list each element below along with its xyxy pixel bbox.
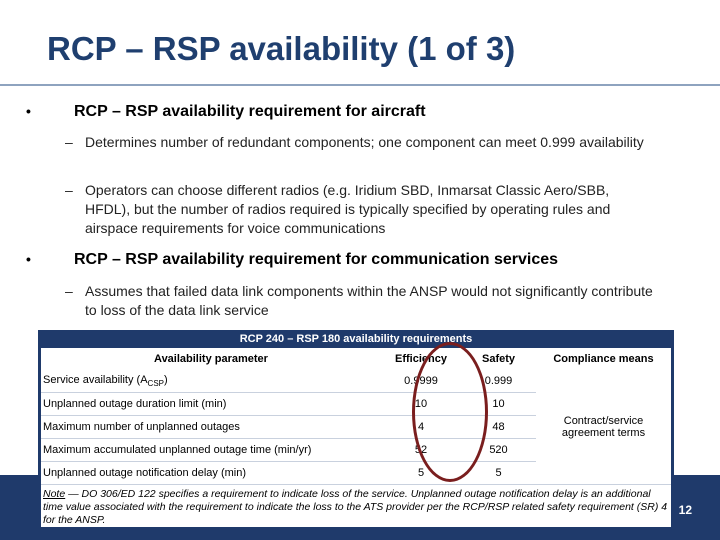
- parameter-cell: Unplanned outage duration limit (min): [41, 392, 381, 416]
- note-text: — DO 306/ED 122 specifies a requirement …: [43, 488, 668, 526]
- header-safety: Safety: [481, 353, 516, 365]
- sub-bullet: – Determines number of redundant compone…: [65, 133, 655, 152]
- title-divider: [0, 84, 720, 86]
- sub-bullet-text: Determines number of redundant component…: [85, 134, 644, 150]
- slide-title: RCP – RSP availability (1 of 3): [47, 30, 516, 67]
- bullet-icon: •: [26, 103, 31, 119]
- page-number: 12: [678, 503, 692, 517]
- requirements-table: Availability parameter Efficiency Safety…: [41, 348, 671, 485]
- bullet-services: • RCP – RSP availability requirement for…: [26, 251, 559, 269]
- bullet-icon: •: [26, 251, 31, 267]
- sub-bullet-text: Operators can choose different radios (e…: [85, 182, 611, 236]
- safety-highlight-oval: [412, 342, 488, 482]
- sub-bullet-text: Assumes that failed data link components…: [85, 283, 653, 318]
- table-note: Note — DO 306/ED 122 specifies a require…: [43, 488, 671, 527]
- compliance-cell: Contract/service agreement terms: [536, 370, 671, 485]
- parameter-cell: Maximum accumulated unplanned outage tim…: [41, 438, 381, 462]
- dash-icon: –: [65, 182, 73, 198]
- safety-cell: 5: [461, 461, 536, 485]
- table-caption: RCP 240 – RSP 180 availability requireme…: [41, 330, 671, 348]
- header-compliance: Compliance means: [553, 353, 654, 365]
- header-parameter: Availability parameter: [154, 353, 268, 365]
- sub-bullet: – Assumes that failed data link componen…: [65, 282, 655, 320]
- table-row: Service availability (ACSP) 0.9999 0.999…: [41, 370, 671, 485]
- dash-icon: –: [65, 283, 73, 299]
- dash-icon: –: [65, 134, 73, 150]
- bullet-text: RCP – RSP availability requirement for a…: [74, 103, 426, 120]
- availability-table: RCP 240 – RSP 180 availability requireme…: [38, 330, 674, 530]
- note-label: Note: [43, 488, 66, 500]
- bullet-text: RCP – RSP availability requirement for c…: [74, 251, 559, 268]
- parameter-cell: Unplanned outage notification delay (min…: [41, 461, 381, 485]
- bullet-aircraft: • RCP – RSP availability requirement for…: [26, 103, 426, 121]
- parameter-cell: Maximum number of unplanned outages: [41, 415, 381, 439]
- parameter-cell: Service availability (ACSP): [41, 370, 381, 393]
- table-row: Unplanned outage notification delay (min…: [41, 461, 671, 485]
- sub-bullet: – Operators can choose different radios …: [65, 181, 655, 238]
